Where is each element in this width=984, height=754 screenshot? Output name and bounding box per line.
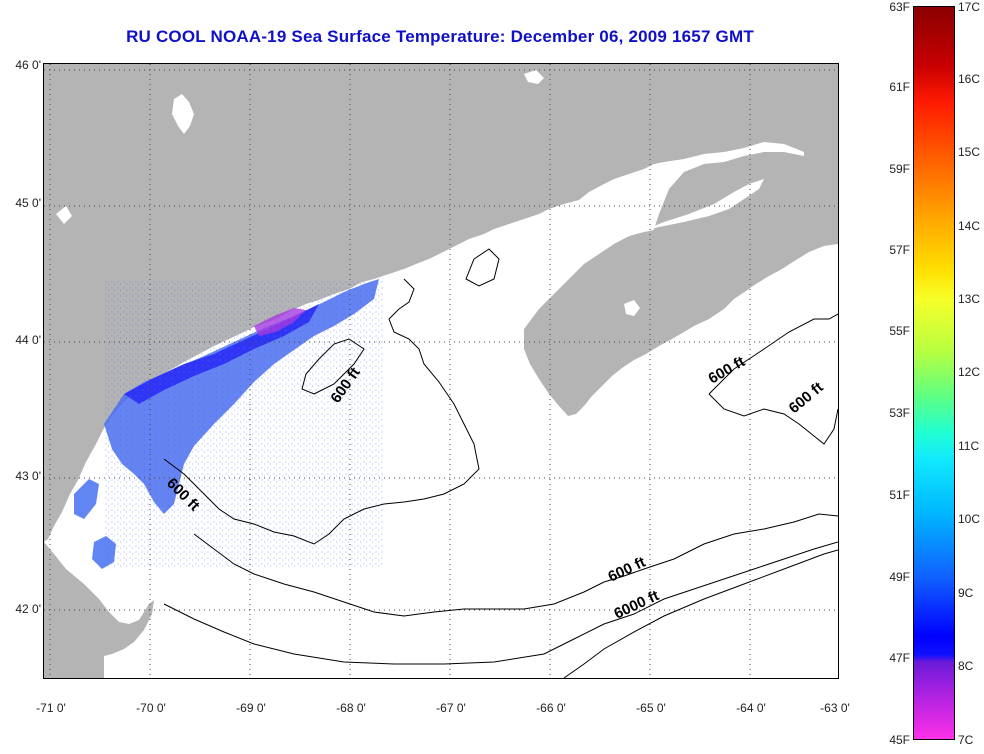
- sst-map[interactable]: 600 ft 600 ft 600 ft 600 ft 600 ft 6000 …: [44, 64, 838, 678]
- bay-of-fundy: [514, 179, 764, 319]
- land-lake: [172, 94, 194, 134]
- map-title: RU COOL NOAA-19 Sea Surface Temperature:…: [126, 27, 754, 46]
- contour-6000ft-south: [563, 549, 838, 678]
- lon-tick-64: -64 0': [736, 701, 766, 715]
- lat-tick-42: 42 0': [15, 602, 41, 616]
- land-lake: [56, 206, 72, 224]
- colorbar-c-10: 10C: [958, 512, 981, 526]
- colorbar-c-14: 14C: [958, 219, 981, 233]
- colorbar-c-8: 8C: [958, 659, 974, 673]
- contour-600ft-inner: [465, 248, 500, 287]
- land-lake: [524, 70, 544, 84]
- contour-label-600ft-shelf: 600 ft: [606, 554, 649, 586]
- lon-tick-66: -66 0': [536, 701, 566, 715]
- land-mainland: [44, 64, 838, 542]
- colorbar-f-51: 51F: [889, 488, 910, 502]
- colorbar-f-57: 57F: [889, 243, 910, 257]
- colorbar-f-61: 61F: [889, 80, 910, 94]
- lat-tick-45: 45 0': [15, 196, 41, 210]
- colorbar: [913, 6, 955, 740]
- lat-tick-43: 43 0': [15, 469, 41, 483]
- colorbar-c-12: 12C: [958, 365, 981, 379]
- contour-label-6000ft: 6000 ft: [612, 587, 662, 622]
- sst-texture: [104, 279, 384, 569]
- lon-tick-65: -65 0': [636, 701, 666, 715]
- colorbar-c-7: 7C: [958, 733, 974, 747]
- land-nova-scotia: [524, 192, 838, 416]
- colorbar-f-59: 59F: [889, 162, 910, 176]
- lat-tick-44: 44 0': [15, 333, 41, 347]
- contour-600ft-ne: [708, 313, 838, 395]
- lon-tick-70: -70 0': [136, 701, 166, 715]
- colorbar-f-49: 49F: [889, 570, 910, 584]
- colorbar-c-15: 15C: [958, 145, 981, 159]
- colorbar-f-55: 55F: [889, 324, 910, 338]
- bathymetry-contours: [163, 248, 838, 678]
- sst-swath-south: [74, 479, 99, 519]
- colorbar-c-17: 17C: [958, 0, 981, 14]
- colorbar-c-16: 16C: [958, 72, 981, 86]
- lon-tick-69: -69 0': [236, 701, 266, 715]
- lon-tick-71: -71 0': [36, 701, 66, 715]
- contour-600ft-ne2: [708, 393, 838, 445]
- land-lake: [624, 300, 640, 316]
- map-panel[interactable]: 600 ft 600 ft 600 ft 600 ft 600 ft 6000 …: [43, 63, 839, 679]
- colorbar-f-53: 53F: [889, 406, 910, 420]
- contour-600ft-basin: [301, 338, 365, 395]
- colorbar-c-11: 11C: [958, 439, 980, 453]
- colorbar-c-13: 13C: [958, 292, 981, 306]
- colorbar-gradient: [913, 6, 955, 740]
- colorbar-f-47: 47F: [889, 651, 910, 665]
- contour-6000ft: [163, 541, 838, 665]
- contour-label-600ft-ne-right: 600 ft: [786, 379, 827, 417]
- colorbar-f-63: 63F: [889, 0, 910, 14]
- contour-600ft-gulf: [163, 278, 480, 545]
- lat-tick-46: 46 0': [15, 58, 41, 72]
- contour-600ft-shelf: [193, 513, 838, 617]
- lon-tick-67: -67 0': [436, 701, 466, 715]
- colorbar-f-45: 45F: [889, 733, 910, 747]
- colorbar-c-9: 9C: [958, 586, 974, 600]
- contour-label-600ft-ne-left: 600 ft: [706, 353, 748, 387]
- lon-tick-68: -68 0': [336, 701, 366, 715]
- lon-tick-63: -63 0': [820, 701, 850, 715]
